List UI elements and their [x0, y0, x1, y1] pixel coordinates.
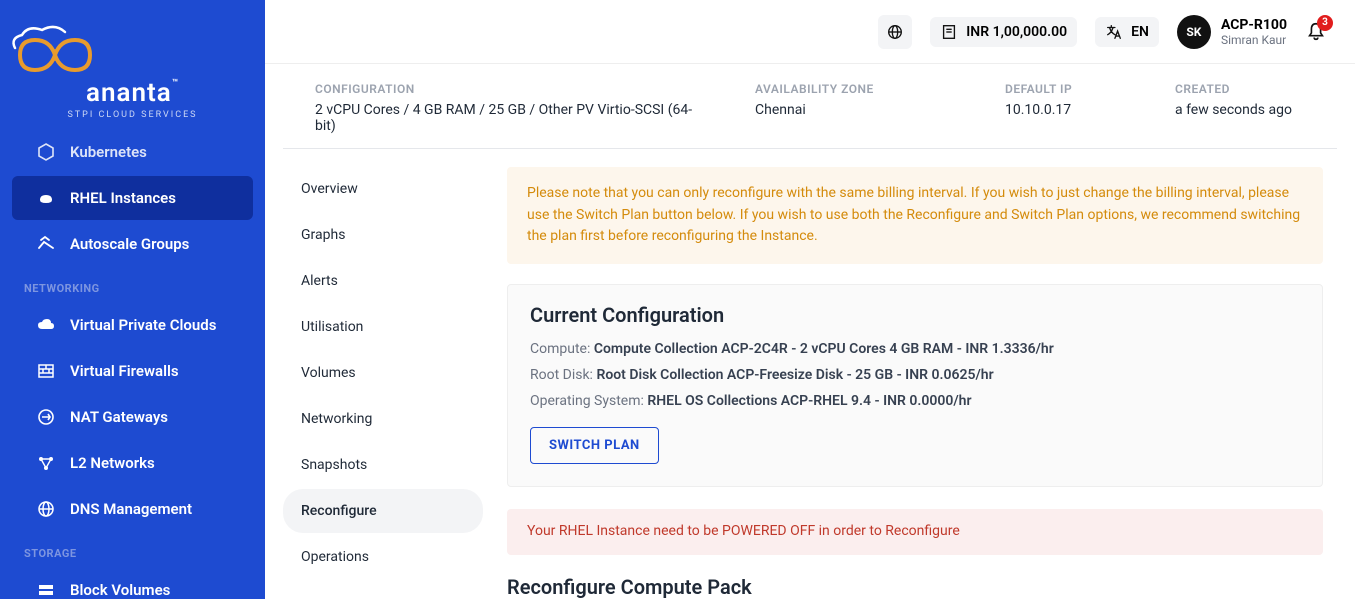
- sidebar-item-vpc[interactable]: Virtual Private Clouds: [12, 303, 253, 347]
- sidebar-item-label: Autoscale Groups: [70, 235, 189, 253]
- current-configuration-card: Current Configuration Compute: Compute C…: [507, 284, 1323, 487]
- sidebar-item-label: Virtual Firewalls: [70, 362, 179, 380]
- language-value: EN: [1131, 24, 1149, 40]
- summary-zone-label: AVAILABILITY ZONE: [755, 82, 955, 96]
- notification-badge: 3: [1317, 15, 1333, 31]
- receipt-icon: [940, 23, 958, 41]
- sidebar-item-label: L2 Networks: [70, 454, 155, 472]
- summary-config-label: CONFIGURATION: [315, 82, 705, 96]
- tab-snapshots[interactable]: Snapshots: [283, 443, 483, 487]
- sidebar-item-rhel-instances[interactable]: RHEL Instances: [12, 176, 253, 220]
- sidebar-item-label: Kubernetes: [70, 143, 147, 161]
- cfg-disk: Root Disk: Root Disk Collection ACP-Free…: [530, 367, 1300, 383]
- summary-created-value: a few seconds ago: [1175, 102, 1292, 118]
- sidebar-item-virtual-firewalls[interactable]: Virtual Firewalls: [12, 349, 253, 393]
- kubernetes-icon: [36, 142, 56, 162]
- brand-tagline: STPI CLOUD SERVICES: [0, 110, 265, 120]
- notifications-button[interactable]: 3: [1305, 21, 1327, 43]
- tab-reconfigure[interactable]: Reconfigure: [283, 489, 483, 533]
- tab-networking[interactable]: Networking: [283, 397, 483, 441]
- cfg-os: Operating System: RHEL OS Collections AC…: [530, 393, 1300, 409]
- nat-icon: [36, 407, 56, 427]
- brand-logo[interactable]: ananta™ STPI CLOUD SERVICES: [0, 8, 265, 128]
- sidebar: ananta™ STPI CLOUD SERVICES Kubernetes R…: [0, 0, 265, 599]
- current-config-title: Current Configuration: [530, 303, 1300, 327]
- tab-operations[interactable]: Operations: [283, 535, 483, 579]
- sidebar-item-nat-gateways[interactable]: NAT Gateways: [12, 395, 253, 439]
- tab-volumes[interactable]: Volumes: [283, 351, 483, 395]
- nav-heading-networking: NETWORKING: [0, 268, 265, 301]
- summary-ip-value: 10.10.0.17: [1005, 102, 1125, 118]
- globe-button[interactable]: [878, 15, 912, 49]
- tab-utilisation[interactable]: Utilisation: [283, 305, 483, 349]
- main-area: INR 1,00,000.00 EN SK ACP-R100 Simran Ka…: [265, 0, 1355, 599]
- sidebar-item-block-volumes[interactable]: Block Volumes: [12, 568, 253, 599]
- globe-icon: [886, 23, 904, 41]
- tab-overview[interactable]: Overview: [283, 167, 483, 211]
- sidebar-item-kubernetes[interactable]: Kubernetes: [12, 130, 253, 174]
- volume-icon: [36, 580, 56, 599]
- nav-section-compute: Kubernetes RHEL Instances Autoscale Grou…: [0, 130, 265, 266]
- firewall-icon: [36, 361, 56, 381]
- nav-heading-storage: STORAGE: [0, 533, 265, 566]
- autoscale-icon: [36, 234, 56, 254]
- sidebar-item-dns-management[interactable]: DNS Management: [12, 487, 253, 531]
- topbar: INR 1,00,000.00 EN SK ACP-R100 Simran Ka…: [265, 0, 1355, 64]
- content: CONFIGURATION 2 vCPU Cores / 4 GB RAM / …: [265, 64, 1355, 599]
- sidebar-item-autoscale-groups[interactable]: Autoscale Groups: [12, 222, 253, 266]
- panel-reconfigure: Please note that you can only reconfigur…: [507, 167, 1323, 599]
- balance-chip[interactable]: INR 1,00,000.00: [930, 17, 1077, 47]
- network-icon: [36, 453, 56, 473]
- language-chip[interactable]: EN: [1095, 17, 1159, 47]
- sidebar-item-label: RHEL Instances: [70, 189, 176, 207]
- sidebar-item-label: Block Volumes: [70, 581, 170, 599]
- tab-alerts[interactable]: Alerts: [283, 259, 483, 303]
- summary-config-value: 2 vCPU Cores / 4 GB RAM / 25 GB / Other …: [315, 102, 705, 134]
- balance-value: INR 1,00,000.00: [966, 24, 1067, 40]
- sidebar-item-label: NAT Gateways: [70, 408, 168, 426]
- alert-billing-interval: Please note that you can only reconfigur…: [507, 167, 1323, 264]
- alert-powered-off: Your RHEL Instance need to be POWERED OF…: [507, 509, 1323, 555]
- user-name: Simran Kaur: [1221, 33, 1287, 47]
- summary-created-label: CREATED: [1175, 82, 1292, 96]
- globe-icon: [36, 499, 56, 519]
- reconfigure-compute-title: Reconfigure Compute Pack: [507, 575, 1323, 599]
- translate-icon: [1105, 23, 1123, 41]
- cfg-compute: Compute: Compute Collection ACP-2C4R - 2…: [530, 341, 1300, 357]
- brand-name: ananta™: [0, 78, 265, 108]
- sidebar-item-l2-networks[interactable]: L2 Networks: [12, 441, 253, 485]
- user-title: ACP-R100: [1221, 17, 1287, 33]
- summary-zone-value: Chennai: [755, 102, 955, 118]
- instance-summary: CONFIGURATION 2 vCPU Cores / 4 GB RAM / …: [283, 64, 1337, 149]
- switch-plan-button[interactable]: SWITCH PLAN: [530, 427, 659, 464]
- user-menu[interactable]: SK ACP-R100 Simran Kaur: [1177, 15, 1287, 49]
- tab-graphs[interactable]: Graphs: [283, 213, 483, 257]
- infinity-cloud-icon: [0, 20, 110, 80]
- cloud-icon: [36, 315, 56, 335]
- avatar: SK: [1177, 15, 1211, 49]
- tabs-column: Overview Graphs Alerts Utilisation Volum…: [283, 167, 483, 599]
- sidebar-item-label: DNS Management: [70, 500, 192, 518]
- summary-ip-label: DEFAULT IP: [1005, 82, 1125, 96]
- sidebar-item-label: Virtual Private Clouds: [70, 316, 216, 334]
- redhat-icon: [36, 188, 56, 208]
